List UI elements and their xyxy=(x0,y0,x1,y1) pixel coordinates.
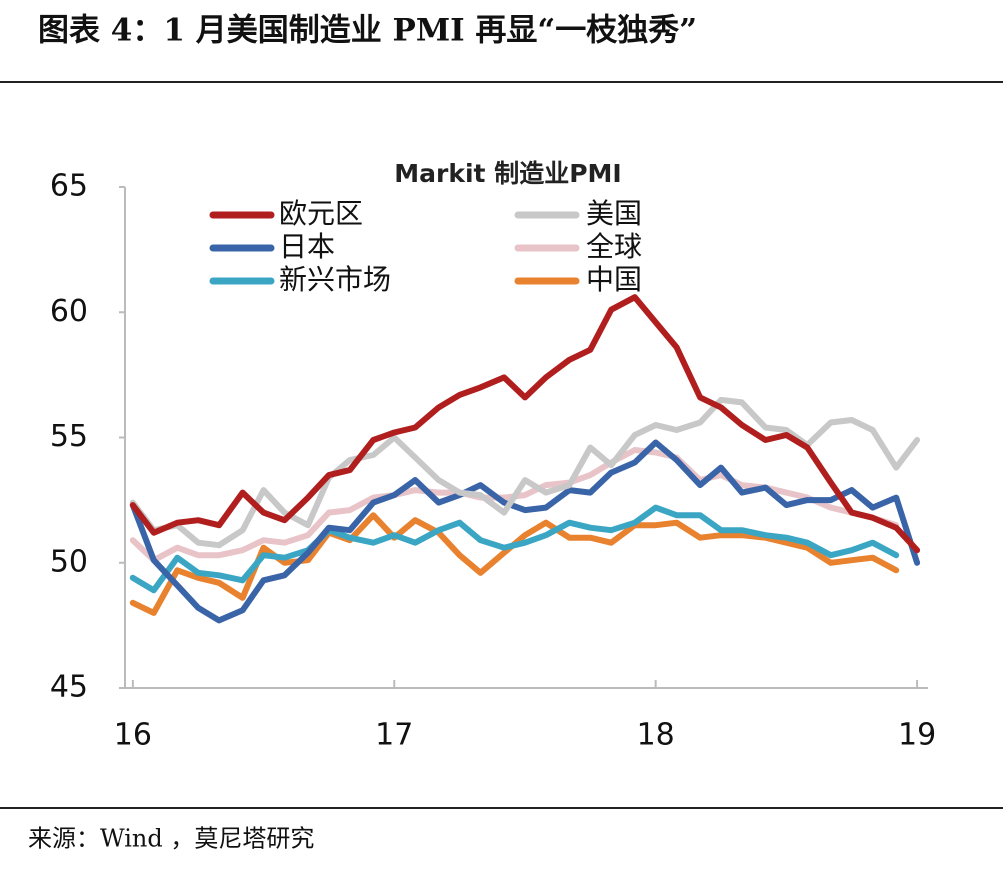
y-tick-label: 60 xyxy=(50,294,88,329)
series-line xyxy=(129,439,921,624)
x-tick-label: 19 xyxy=(898,718,936,753)
chart-title: Markit 制造业PMI xyxy=(394,159,621,188)
legend-label: 欧元区 xyxy=(279,197,363,230)
x-tick-label: 16 xyxy=(114,718,152,753)
x-tick-label: 18 xyxy=(637,718,675,753)
y-tick-label: 55 xyxy=(50,419,88,454)
heading: 图表 4：1 月美国制造业 PMI 再显“一枝独秀” xyxy=(38,13,697,49)
legend-label: 全球 xyxy=(586,230,642,263)
series-line xyxy=(129,512,900,616)
source: 来源：Wind ，莫尼塔研究 xyxy=(28,825,314,853)
legend-label: 新兴市场 xyxy=(279,263,391,296)
y-tick-label: 65 xyxy=(50,169,88,204)
y-tick-label: 45 xyxy=(50,670,88,705)
series-line xyxy=(129,294,921,554)
legend-label: 日本 xyxy=(279,230,335,263)
legend-label: 美国 xyxy=(586,197,642,230)
legend-label: 中国 xyxy=(586,263,642,296)
x-tick-label: 17 xyxy=(375,718,413,753)
series-line xyxy=(129,396,921,549)
series-line xyxy=(129,504,900,594)
y-tick-label: 50 xyxy=(50,544,88,579)
